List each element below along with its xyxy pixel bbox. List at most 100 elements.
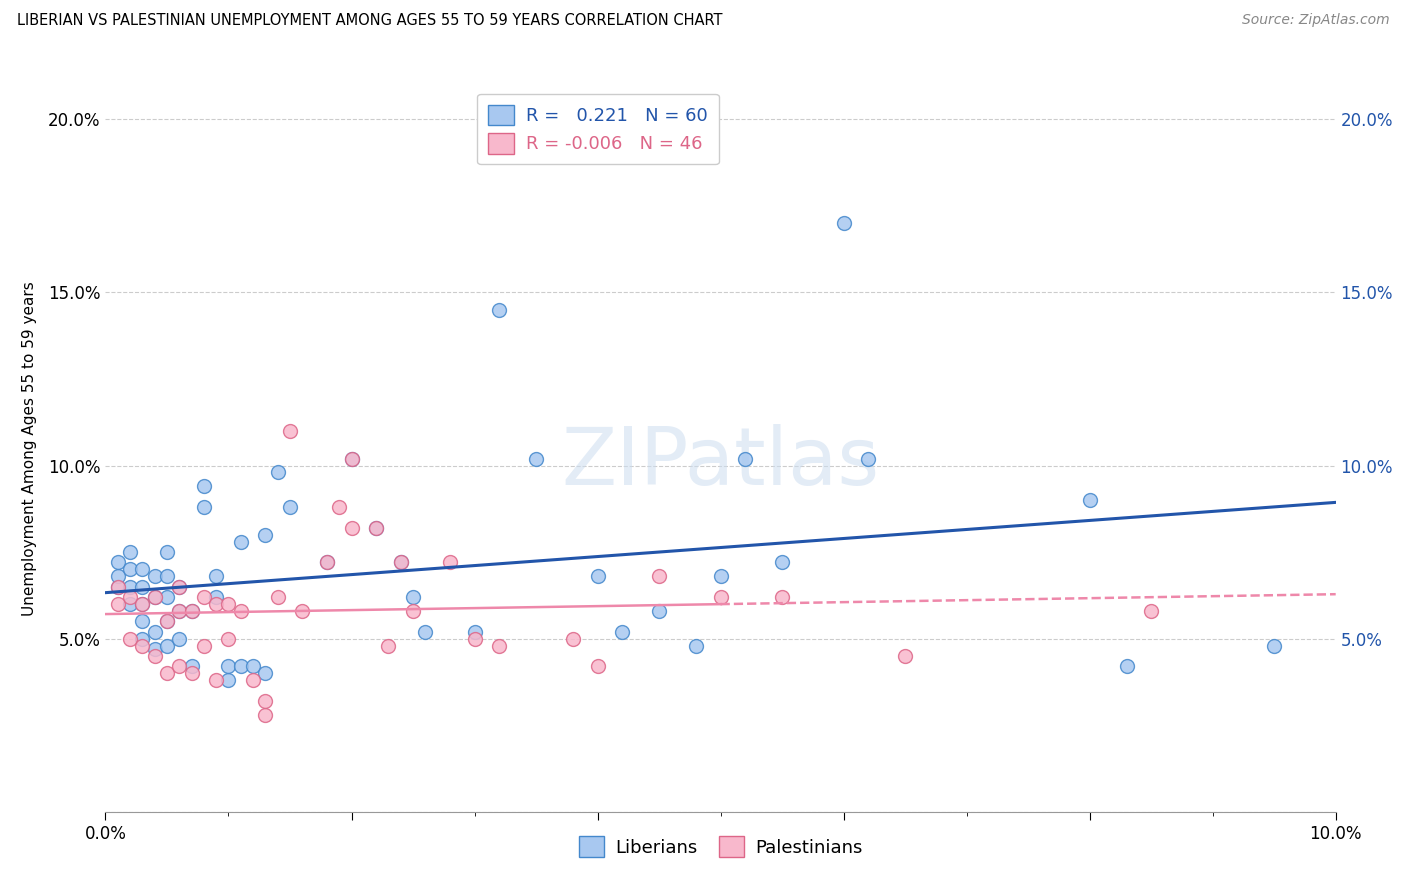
- Point: [894, 648, 917, 663]
- Point: [586, 659, 609, 673]
- Point: [229, 534, 252, 549]
- Point: [120, 545, 141, 559]
- Point: [193, 639, 215, 653]
- Point: [612, 624, 634, 639]
- Point: [340, 451, 363, 466]
- Point: [488, 639, 510, 653]
- Point: [770, 556, 793, 570]
- Point: [242, 659, 264, 673]
- Point: [169, 604, 191, 618]
- Point: [205, 673, 228, 688]
- Point: [389, 556, 412, 570]
- Point: [464, 632, 486, 646]
- Point: [267, 466, 290, 480]
- Point: [254, 707, 277, 722]
- Point: [120, 580, 141, 594]
- Point: [131, 639, 153, 653]
- Point: [180, 604, 202, 618]
- Text: ZIPatlas: ZIPatlas: [561, 424, 880, 502]
- Point: [205, 590, 228, 604]
- Point: [586, 569, 609, 583]
- Point: [131, 632, 153, 646]
- Point: [366, 521, 388, 535]
- Point: [120, 597, 141, 611]
- Point: [229, 604, 252, 618]
- Point: [131, 580, 153, 594]
- Point: [107, 580, 129, 594]
- Point: [107, 580, 129, 594]
- Point: [107, 597, 129, 611]
- Point: [315, 556, 337, 570]
- Point: [169, 632, 191, 646]
- Point: [291, 604, 314, 618]
- Point: [1140, 604, 1163, 618]
- Point: [156, 615, 179, 629]
- Point: [340, 521, 363, 535]
- Point: [156, 590, 179, 604]
- Point: [229, 659, 252, 673]
- Point: [648, 569, 671, 583]
- Point: [143, 624, 166, 639]
- Point: [218, 597, 240, 611]
- Point: [218, 632, 240, 646]
- Point: [710, 590, 733, 604]
- Point: [131, 597, 153, 611]
- Point: [131, 597, 153, 611]
- Point: [169, 659, 191, 673]
- Point: [156, 569, 179, 583]
- Point: [107, 569, 129, 583]
- Point: [107, 556, 129, 570]
- Point: [143, 590, 166, 604]
- Point: [402, 604, 425, 618]
- Point: [156, 545, 179, 559]
- Point: [340, 451, 363, 466]
- Text: Source: ZipAtlas.com: Source: ZipAtlas.com: [1241, 13, 1389, 28]
- Point: [377, 639, 399, 653]
- Point: [169, 604, 191, 618]
- Point: [315, 556, 337, 570]
- Point: [156, 615, 179, 629]
- Point: [488, 302, 510, 317]
- Point: [143, 590, 166, 604]
- Point: [169, 580, 191, 594]
- Point: [278, 424, 301, 438]
- Text: LIBERIAN VS PALESTINIAN UNEMPLOYMENT AMONG AGES 55 TO 59 YEARS CORRELATION CHART: LIBERIAN VS PALESTINIAN UNEMPLOYMENT AMO…: [17, 13, 723, 29]
- Point: [254, 666, 277, 681]
- Point: [205, 597, 228, 611]
- Point: [218, 659, 240, 673]
- Point: [205, 569, 228, 583]
- Point: [439, 556, 461, 570]
- Point: [242, 673, 264, 688]
- Legend: Liberians, Palestinians: Liberians, Palestinians: [572, 830, 869, 864]
- Point: [389, 556, 412, 570]
- Point: [180, 666, 202, 681]
- Point: [143, 648, 166, 663]
- Point: [1115, 659, 1137, 673]
- Point: [710, 569, 733, 583]
- Point: [366, 521, 388, 535]
- Point: [524, 451, 547, 466]
- Point: [193, 500, 215, 514]
- Point: [415, 624, 437, 639]
- Point: [267, 590, 290, 604]
- Point: [254, 694, 277, 708]
- Point: [464, 624, 486, 639]
- Point: [1078, 493, 1101, 508]
- Point: [120, 632, 141, 646]
- Point: [143, 642, 166, 657]
- Point: [156, 639, 179, 653]
- Point: [131, 562, 153, 576]
- Point: [734, 451, 756, 466]
- Point: [770, 590, 793, 604]
- Point: [1263, 639, 1285, 653]
- Point: [562, 632, 585, 646]
- Point: [131, 615, 153, 629]
- Point: [180, 659, 202, 673]
- Point: [169, 580, 191, 594]
- Point: [193, 590, 215, 604]
- Point: [193, 479, 215, 493]
- Point: [120, 590, 141, 604]
- Point: [180, 604, 202, 618]
- Point: [832, 216, 855, 230]
- Point: [858, 451, 880, 466]
